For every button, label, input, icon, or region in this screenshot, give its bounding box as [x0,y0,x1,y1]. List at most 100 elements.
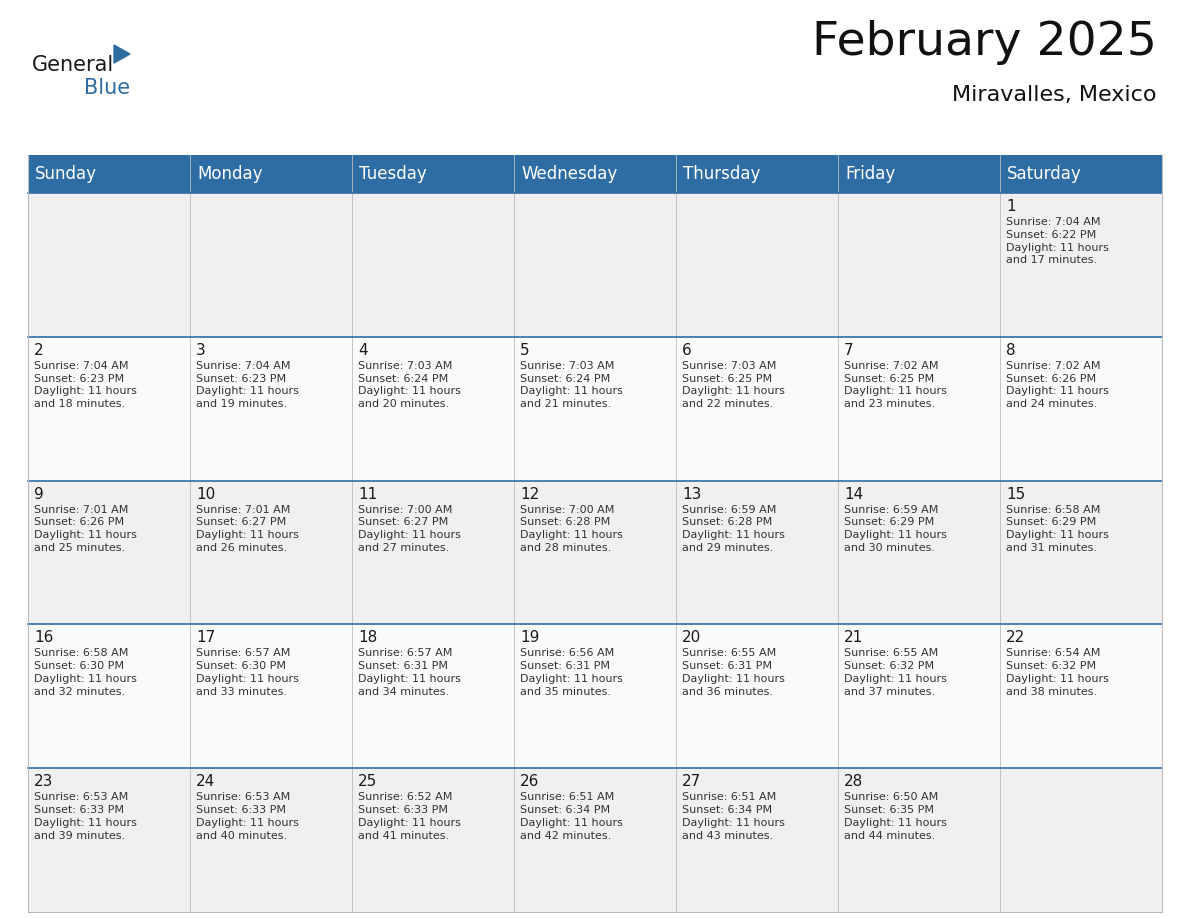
Bar [1000,193,1162,337]
Text: 10: 10 [196,487,215,501]
Text: 9: 9 [34,487,44,501]
Text: Miravalles, Mexico: Miravalles, Mexico [953,85,1157,105]
Bar [190,193,352,337]
Text: Sunday: Sunday [34,165,97,183]
Text: Sunrise: 7:01 AM
Sunset: 6:26 PM
Daylight: 11 hours
and 25 minutes.: Sunrise: 7:01 AM Sunset: 6:26 PM Dayligh… [34,505,137,553]
Bar [29,337,190,481]
Text: Tuesday: Tuesday [359,165,426,183]
Text: Sunrise: 7:03 AM
Sunset: 6:24 PM
Daylight: 11 hours
and 21 minutes.: Sunrise: 7:03 AM Sunset: 6:24 PM Dayligh… [520,361,623,409]
Text: Sunrise: 6:53 AM
Sunset: 6:33 PM
Daylight: 11 hours
and 40 minutes.: Sunrise: 6:53 AM Sunset: 6:33 PM Dayligh… [196,792,299,841]
Text: Saturday: Saturday [1007,165,1082,183]
Text: 25: 25 [358,774,378,789]
Bar [514,624,676,768]
Text: 16: 16 [34,631,53,645]
Text: 24: 24 [196,774,215,789]
Text: 8: 8 [1006,342,1016,358]
Bar [676,193,838,337]
Text: 19: 19 [520,631,539,645]
Text: Sunrise: 7:02 AM
Sunset: 6:26 PM
Daylight: 11 hours
and 24 minutes.: Sunrise: 7:02 AM Sunset: 6:26 PM Dayligh… [1006,361,1108,409]
Text: 3: 3 [196,342,206,358]
Bar [514,337,676,481]
Bar [190,624,352,768]
Text: 11: 11 [358,487,378,501]
Text: Sunrise: 7:02 AM
Sunset: 6:25 PM
Daylight: 11 hours
and 23 minutes.: Sunrise: 7:02 AM Sunset: 6:25 PM Dayligh… [843,361,947,409]
Bar [1000,481,1162,624]
Bar [29,481,190,624]
Text: 23: 23 [34,774,53,789]
Text: Sunrise: 7:03 AM
Sunset: 6:24 PM
Daylight: 11 hours
and 20 minutes.: Sunrise: 7:03 AM Sunset: 6:24 PM Dayligh… [358,361,461,409]
Text: February 2025: February 2025 [813,20,1157,65]
Bar [29,193,190,337]
Text: 5: 5 [520,342,530,358]
Text: Sunrise: 6:57 AM
Sunset: 6:30 PM
Daylight: 11 hours
and 33 minutes.: Sunrise: 6:57 AM Sunset: 6:30 PM Dayligh… [196,648,299,697]
Text: Blue: Blue [84,78,131,98]
Bar [676,768,838,912]
Text: Sunrise: 6:53 AM
Sunset: 6:33 PM
Daylight: 11 hours
and 39 minutes.: Sunrise: 6:53 AM Sunset: 6:33 PM Dayligh… [34,792,137,841]
Text: Sunrise: 6:52 AM
Sunset: 6:33 PM
Daylight: 11 hours
and 41 minutes.: Sunrise: 6:52 AM Sunset: 6:33 PM Dayligh… [358,792,461,841]
Text: Sunrise: 7:04 AM
Sunset: 6:23 PM
Daylight: 11 hours
and 19 minutes.: Sunrise: 7:04 AM Sunset: 6:23 PM Dayligh… [196,361,299,409]
Bar [838,481,1000,624]
Bar [29,768,190,912]
Bar [838,768,1000,912]
Text: 22: 22 [1006,631,1025,645]
Text: Sunrise: 7:01 AM
Sunset: 6:27 PM
Daylight: 11 hours
and 26 minutes.: Sunrise: 7:01 AM Sunset: 6:27 PM Dayligh… [196,505,299,553]
Text: Sunrise: 6:55 AM
Sunset: 6:31 PM
Daylight: 11 hours
and 36 minutes.: Sunrise: 6:55 AM Sunset: 6:31 PM Dayligh… [682,648,785,697]
Bar [1000,624,1162,768]
Text: General: General [32,55,114,75]
Text: 15: 15 [1006,487,1025,501]
Text: Sunrise: 6:50 AM
Sunset: 6:35 PM
Daylight: 11 hours
and 44 minutes.: Sunrise: 6:50 AM Sunset: 6:35 PM Dayligh… [843,792,947,841]
Bar [352,768,514,912]
Bar [352,481,514,624]
Text: Sunrise: 7:00 AM
Sunset: 6:27 PM
Daylight: 11 hours
and 27 minutes.: Sunrise: 7:00 AM Sunset: 6:27 PM Dayligh… [358,505,461,553]
Bar [1000,337,1162,481]
Text: #1a1a1a: #1a1a1a [30,47,37,48]
Text: Sunrise: 7:04 AM
Sunset: 6:23 PM
Daylight: 11 hours
and 18 minutes.: Sunrise: 7:04 AM Sunset: 6:23 PM Dayligh… [34,361,137,409]
Text: Wednesday: Wednesday [522,165,618,183]
Bar [352,624,514,768]
Bar [190,337,352,481]
Text: 27: 27 [682,774,701,789]
Bar [838,193,1000,337]
Text: Sunrise: 6:59 AM
Sunset: 6:28 PM
Daylight: 11 hours
and 29 minutes.: Sunrise: 6:59 AM Sunset: 6:28 PM Dayligh… [682,505,785,553]
Text: Sunrise: 6:59 AM
Sunset: 6:29 PM
Daylight: 11 hours
and 30 minutes.: Sunrise: 6:59 AM Sunset: 6:29 PM Dayligh… [843,505,947,553]
Text: 14: 14 [843,487,864,501]
Text: Sunrise: 6:55 AM
Sunset: 6:32 PM
Daylight: 11 hours
and 37 minutes.: Sunrise: 6:55 AM Sunset: 6:32 PM Dayligh… [843,648,947,697]
Bar [838,337,1000,481]
Text: Sunrise: 6:57 AM
Sunset: 6:31 PM
Daylight: 11 hours
and 34 minutes.: Sunrise: 6:57 AM Sunset: 6:31 PM Dayligh… [358,648,461,697]
Text: 4: 4 [358,342,367,358]
Bar [676,337,838,481]
Text: Sunrise: 6:58 AM
Sunset: 6:29 PM
Daylight: 11 hours
and 31 minutes.: Sunrise: 6:58 AM Sunset: 6:29 PM Dayligh… [1006,505,1108,553]
Text: 28: 28 [843,774,864,789]
Text: 12: 12 [520,487,539,501]
Text: Sunrise: 6:51 AM
Sunset: 6:34 PM
Daylight: 11 hours
and 42 minutes.: Sunrise: 6:51 AM Sunset: 6:34 PM Dayligh… [520,792,623,841]
Bar [352,193,514,337]
Text: 18: 18 [358,631,378,645]
Bar [1000,768,1162,912]
Bar [29,155,1162,193]
Text: Sunrise: 7:00 AM
Sunset: 6:28 PM
Daylight: 11 hours
and 28 minutes.: Sunrise: 7:00 AM Sunset: 6:28 PM Dayligh… [520,505,623,553]
Text: Sunrise: 7:03 AM
Sunset: 6:25 PM
Daylight: 11 hours
and 22 minutes.: Sunrise: 7:03 AM Sunset: 6:25 PM Dayligh… [682,361,785,409]
Bar [190,768,352,912]
Text: 7: 7 [843,342,854,358]
Text: 1: 1 [1006,199,1016,214]
Text: Sunrise: 6:51 AM
Sunset: 6:34 PM
Daylight: 11 hours
and 43 minutes.: Sunrise: 6:51 AM Sunset: 6:34 PM Dayligh… [682,792,785,841]
Text: 26: 26 [520,774,539,789]
Text: 17: 17 [196,631,215,645]
Bar [352,337,514,481]
Polygon shape [114,45,129,63]
Bar [190,481,352,624]
Text: Friday: Friday [845,165,896,183]
Text: 6: 6 [682,342,691,358]
Text: Thursday: Thursday [683,165,760,183]
Text: 2: 2 [34,342,44,358]
Text: Sunrise: 7:04 AM
Sunset: 6:22 PM
Daylight: 11 hours
and 17 minutes.: Sunrise: 7:04 AM Sunset: 6:22 PM Dayligh… [1006,217,1108,265]
Bar [676,624,838,768]
Bar [514,768,676,912]
Text: Monday: Monday [197,165,263,183]
Text: Sunrise: 6:54 AM
Sunset: 6:32 PM
Daylight: 11 hours
and 38 minutes.: Sunrise: 6:54 AM Sunset: 6:32 PM Dayligh… [1006,648,1108,697]
Text: 20: 20 [682,631,701,645]
Text: Sunrise: 6:56 AM
Sunset: 6:31 PM
Daylight: 11 hours
and 35 minutes.: Sunrise: 6:56 AM Sunset: 6:31 PM Dayligh… [520,648,623,697]
Bar [676,481,838,624]
Bar [514,481,676,624]
Text: Sunrise: 6:58 AM
Sunset: 6:30 PM
Daylight: 11 hours
and 32 minutes.: Sunrise: 6:58 AM Sunset: 6:30 PM Dayligh… [34,648,137,697]
